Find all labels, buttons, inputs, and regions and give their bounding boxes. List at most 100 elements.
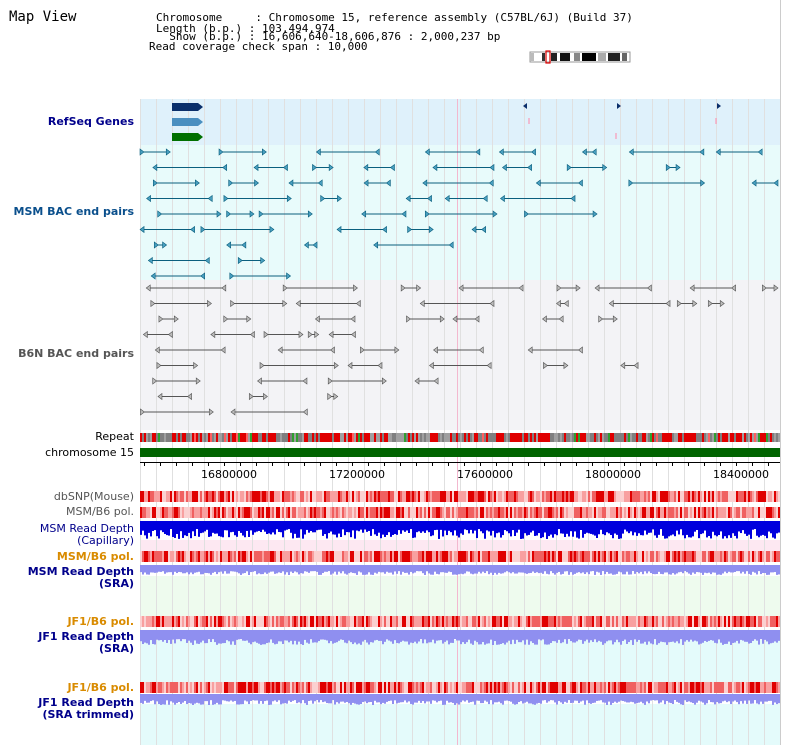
depth-bar	[448, 630, 450, 645]
depth-bar	[574, 630, 576, 643]
depth-bar	[302, 630, 304, 645]
track-label-msm-bac[interactable]: MSM BAC end pairs	[13, 205, 134, 218]
depth-bar	[580, 521, 582, 530]
heat-cell	[508, 507, 510, 518]
depth-bar	[330, 565, 332, 575]
ideogram-band	[534, 53, 542, 61]
bac-end-arrow	[556, 299, 561, 308]
depth-bar	[180, 565, 182, 573]
depth-bar	[538, 521, 540, 534]
coverage-span-info: Read coverage check span : 10,000	[149, 40, 368, 53]
heat-cell	[582, 682, 584, 693]
depth-bar	[546, 630, 548, 645]
depth-bar	[674, 694, 676, 701]
heat-cell	[724, 616, 726, 627]
heat-cell	[530, 551, 532, 562]
depth-bar	[182, 565, 184, 574]
heat-cell	[510, 491, 512, 502]
depth-bar	[354, 630, 356, 643]
heat-cell	[228, 491, 230, 502]
depth-bar	[490, 630, 492, 640]
heat-cell	[690, 507, 692, 518]
track-label-refseq-genes[interactable]: RefSeq Genes	[47, 115, 134, 128]
heat-cell	[506, 491, 508, 502]
heat-cell	[644, 507, 646, 518]
bac-end-arrow	[377, 361, 383, 370]
repeat-segment	[396, 433, 398, 442]
depth-bar	[148, 630, 150, 645]
depth-bar	[150, 694, 152, 702]
heat-cell	[264, 491, 266, 502]
bac-end-arrow	[566, 163, 572, 172]
heat-cell	[720, 491, 722, 502]
depth-bar	[378, 565, 380, 572]
heat-cell	[524, 507, 526, 518]
depth-bar	[690, 521, 692, 538]
repeat-segment	[316, 433, 318, 442]
depth-bar	[198, 694, 200, 704]
heat-cell	[668, 491, 670, 502]
heat-cell	[250, 491, 252, 502]
heat-cell	[276, 507, 278, 518]
depth-bar	[166, 630, 168, 643]
depth-bar	[370, 630, 372, 643]
repeat-segment	[268, 433, 270, 442]
heat-cell	[430, 682, 432, 693]
bac-end-arrow	[719, 299, 725, 308]
heat-cell	[522, 551, 524, 562]
depth-bar	[304, 521, 306, 535]
depth-bar	[350, 694, 352, 705]
heat-cell	[756, 491, 758, 502]
depth-bar	[178, 630, 180, 640]
refseq-legend-arrow	[198, 133, 203, 141]
depth-bar	[638, 565, 640, 574]
repeat-segment	[166, 433, 168, 442]
heat-cell	[380, 682, 382, 693]
depth-bar	[168, 694, 170, 705]
heat-cell	[210, 551, 212, 562]
depth-bar	[518, 565, 520, 573]
heat-cell	[222, 491, 224, 502]
depth-bar	[306, 694, 308, 705]
heat-cell	[332, 682, 334, 693]
bac-end-arrow	[168, 330, 173, 339]
heat-cell	[572, 551, 574, 562]
depth-bar	[156, 565, 158, 573]
depth-bar	[740, 694, 742, 702]
heat-cell	[480, 491, 482, 502]
depth-bar	[544, 630, 546, 645]
depth-bar	[316, 694, 318, 701]
heat-cell	[148, 682, 150, 693]
heat-cell	[506, 551, 508, 562]
depth-bar	[622, 694, 624, 702]
depth-bar	[768, 694, 770, 701]
bac-end-arrow	[419, 299, 425, 308]
track-label-b6n-bac[interactable]: B6N BAC end pairs	[18, 347, 134, 360]
heat-cell	[676, 682, 678, 693]
repeat-segment	[614, 433, 616, 442]
repeat-segment	[556, 433, 558, 442]
heat-cell	[670, 551, 672, 562]
depth-bar	[230, 694, 232, 701]
depth-bar	[594, 694, 596, 703]
depth-bar	[408, 694, 410, 702]
depth-bar	[188, 521, 190, 533]
depth-bar	[184, 630, 186, 640]
repeat-segment	[636, 433, 638, 442]
ideogram-band	[530, 53, 534, 61]
repeat-segment	[238, 433, 240, 442]
repeat-segment	[524, 433, 526, 442]
repeat-segment	[756, 433, 758, 442]
depth-bar	[162, 521, 164, 533]
heat-cell	[230, 551, 232, 562]
heat-cell	[166, 616, 168, 627]
heat-cell	[386, 682, 388, 693]
heat-cell	[418, 616, 420, 627]
depth-bar	[594, 521, 596, 536]
heat-cell	[572, 682, 574, 693]
depth-bar	[762, 521, 764, 535]
heat-cell	[550, 551, 552, 562]
heat-cell	[486, 491, 488, 502]
bac-end-arrow	[448, 241, 454, 249]
depth-bar	[178, 694, 180, 702]
